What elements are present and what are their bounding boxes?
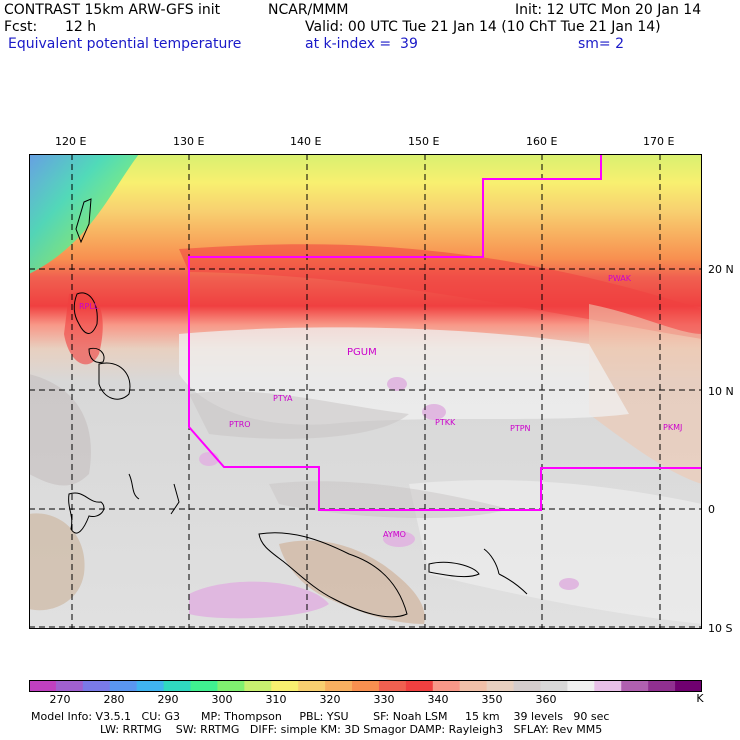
lat-label-10n: 10 N [708, 385, 734, 398]
colorbar-swatch [271, 680, 299, 692]
cold-corner [29, 154, 139, 274]
peach-zone-east [589, 304, 702, 484]
colorbar-swatch [675, 680, 702, 692]
colorbar-label-310: 310 [265, 693, 287, 706]
plot-title: CONTRAST 15km ARW-GFS init [4, 2, 221, 18]
forecast-hour: 12 h [65, 19, 97, 35]
station-pwak: PWAK [608, 274, 632, 283]
colorbar-label-280: 280 [103, 693, 125, 706]
forecast-label: Fcst: [4, 19, 38, 35]
colorbar-swatch [325, 680, 353, 692]
colorbar-label-290: 290 [157, 693, 179, 706]
lon-label-120e: 120 E [55, 135, 87, 148]
lat-lon-grid [29, 154, 702, 629]
colorbar [29, 680, 702, 692]
station-ptkk: PTKK [435, 418, 456, 427]
colorbar-swatch [352, 680, 380, 692]
coast-new-britain [428, 561, 480, 578]
coast-visayas [88, 347, 105, 363]
colorbar-swatch [217, 680, 245, 692]
colorbar-swatch [432, 680, 461, 692]
lon-label-170e: 170 E [643, 135, 675, 148]
coast-luzon [73, 292, 98, 334]
violet-patch-3 [387, 377, 407, 391]
lon-label-140e: 140 E [290, 135, 322, 148]
colorbar-swatch [136, 680, 165, 692]
colorbar-swatch [55, 680, 84, 692]
colorbar-swatch [244, 680, 272, 692]
lon-label-130e: 130 E [173, 135, 205, 148]
station-ptya: PTYA [273, 394, 293, 403]
colorbar-swatch [82, 680, 111, 692]
warm-blob-luzon [64, 292, 103, 365]
colorbar-swatch [163, 680, 192, 692]
colorbar-label-360: 360 [535, 693, 557, 706]
level-label: at k-index = 39 [305, 36, 418, 52]
grey-patch-west [29, 374, 91, 486]
coast-mindanao [98, 362, 131, 400]
smoothing-label: sm= 2 [578, 36, 625, 52]
colorbar-swatch [513, 680, 541, 692]
colorbar-swatch [109, 680, 138, 692]
violet-patch-4 [383, 531, 415, 547]
field-name: Equivalent potential temperature [8, 36, 242, 52]
warm-band-east [179, 244, 702, 339]
station-ptpn: PTPN [510, 424, 531, 433]
colorbar-swatch [648, 680, 676, 692]
colorbar-label-270: 270 [49, 693, 71, 706]
colorbar-swatch [540, 680, 568, 692]
coast-taiwan [75, 198, 92, 244]
colorbar-swatch [567, 680, 595, 692]
station-rpll: RPLL [79, 302, 99, 311]
organization-label: NCAR/MMM [268, 2, 349, 18]
station-pkmj: PKMJ [663, 423, 682, 432]
violet-patch-1 [189, 581, 329, 619]
colorbar-swatch [621, 680, 649, 692]
lon-label-150e: 150 E [408, 135, 440, 148]
colorbar-label-330: 330 [373, 693, 395, 706]
colorbar-label-350: 350 [481, 693, 503, 706]
map-frame [29, 154, 702, 629]
station-pgum: PGUM [347, 347, 377, 358]
colorbar-swatch [29, 680, 57, 692]
colorbar-frame [29, 680, 702, 692]
lat-label-0: 0 [708, 503, 715, 516]
colorbar-swatch [378, 680, 407, 692]
colorbar-swatch [190, 680, 218, 692]
coast-sulawesi-east [128, 473, 140, 500]
colorbar-swatch [594, 680, 622, 692]
colorbar-swatch [486, 680, 515, 692]
station-aymo: AYMO [383, 530, 406, 539]
lon-label-160e: 160 E [526, 135, 558, 148]
model-info-line2: LW: RRTMG SW: RRTMG DIFF: simple KM: 3D … [100, 723, 603, 736]
landmass-borneo [29, 513, 85, 611]
colorbar-label-300: 300 [211, 693, 233, 706]
colorbar-swatch [405, 680, 434, 692]
coast-new-ireland [483, 548, 500, 575]
colorbar-label-320: 320 [319, 693, 341, 706]
colorbar-label-340: 340 [427, 693, 449, 706]
landmass-new-guinea [279, 540, 425, 624]
lat-label-10s: 10 S [708, 622, 733, 635]
model-info-line1: Model Info: V3.5.1 CU: G3 MP: Thompson P… [31, 710, 610, 723]
theta-e-map: RPLL PGUM PTYA PTRO PTKK PTPN PKMJ PWAK … [29, 154, 702, 629]
colorbar-swatch [298, 680, 326, 692]
domain-boundary [188, 154, 702, 511]
pale-zone-south [409, 480, 702, 624]
violet-patch-2 [422, 404, 446, 420]
init-time: Init: 12 UTC Mon 20 Jan 14 [515, 2, 702, 18]
violet-patch-6 [559, 578, 579, 590]
colorbar-unit: K [696, 692, 704, 705]
coast-solomons [498, 573, 528, 595]
grey-patch-1 [189, 391, 409, 439]
colorbar-swatch [459, 680, 488, 692]
coast-halmahera [170, 483, 180, 515]
station-ptro: PTRO [229, 420, 251, 429]
valid-time: Valid: 00 UTC Tue 21 Jan 14 (10 ChT Tue … [305, 19, 661, 35]
lat-label-20n: 20 N [708, 263, 734, 276]
coast-new-guinea [258, 532, 408, 618]
